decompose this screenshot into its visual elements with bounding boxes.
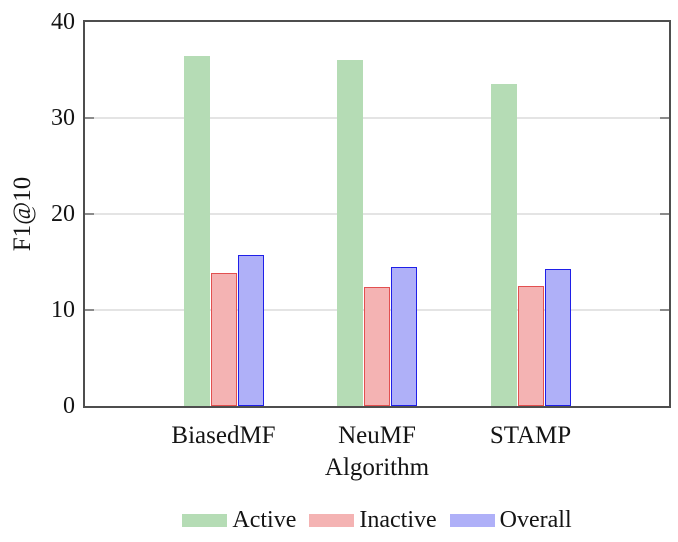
gridline-30: [85, 117, 669, 119]
bar-inactive-neumf: [364, 286, 390, 406]
x-axis-title: Algorithm: [324, 454, 430, 481]
y-tick-mark-left-10: [85, 309, 94, 311]
bar-active-neumf: [337, 60, 363, 406]
y-tick-label-20: 20: [51, 201, 75, 227]
bar-active-biasedmf: [183, 55, 210, 406]
y-tick-label-40: 40: [51, 9, 75, 35]
bar-inactive-biasedmf: [210, 272, 237, 406]
legend-swatch-inactive: [309, 513, 355, 527]
legend-item-inactive: Inactive: [309, 506, 437, 534]
legend-item-active: Active: [182, 507, 296, 534]
legend-label-active: Active: [232, 506, 297, 533]
legend-label-overall: Overall: [499, 506, 572, 533]
y-tick-label-0: 0: [63, 393, 75, 419]
y-tick-mark-right-30: [660, 117, 669, 119]
plot-area: [83, 20, 671, 408]
y-tick-mark-left-30: [85, 117, 94, 119]
y-tick-label-10: 10: [51, 297, 75, 323]
x-tick-label-stamp: STAMP: [489, 422, 572, 449]
legend: Active Inactive Overall: [85, 505, 669, 535]
y-tick-mark-left-20: [85, 213, 94, 215]
bar-active-stamp: [490, 84, 517, 406]
bar-inactive-stamp: [517, 286, 544, 406]
legend-item-overall: Overall: [449, 506, 572, 534]
y-tick-mark-right-20: [660, 213, 669, 215]
y-tick-label-30: 30: [51, 105, 75, 131]
legend-swatch-active: [182, 513, 228, 527]
bar-overall-neumf: [391, 266, 417, 406]
bar-overall-biasedmf: [237, 255, 264, 406]
bar-overall-stamp: [544, 268, 571, 406]
legend-swatch-overall: [449, 513, 495, 527]
x-tick-label-biasedmf: BiasedMF: [171, 422, 276, 449]
gridline-20: [85, 213, 669, 215]
legend-label-inactive: Inactive: [359, 506, 437, 533]
x-tick-label-neumf: NeuMF: [338, 422, 416, 449]
y-tick-mark-right-10: [660, 309, 669, 311]
